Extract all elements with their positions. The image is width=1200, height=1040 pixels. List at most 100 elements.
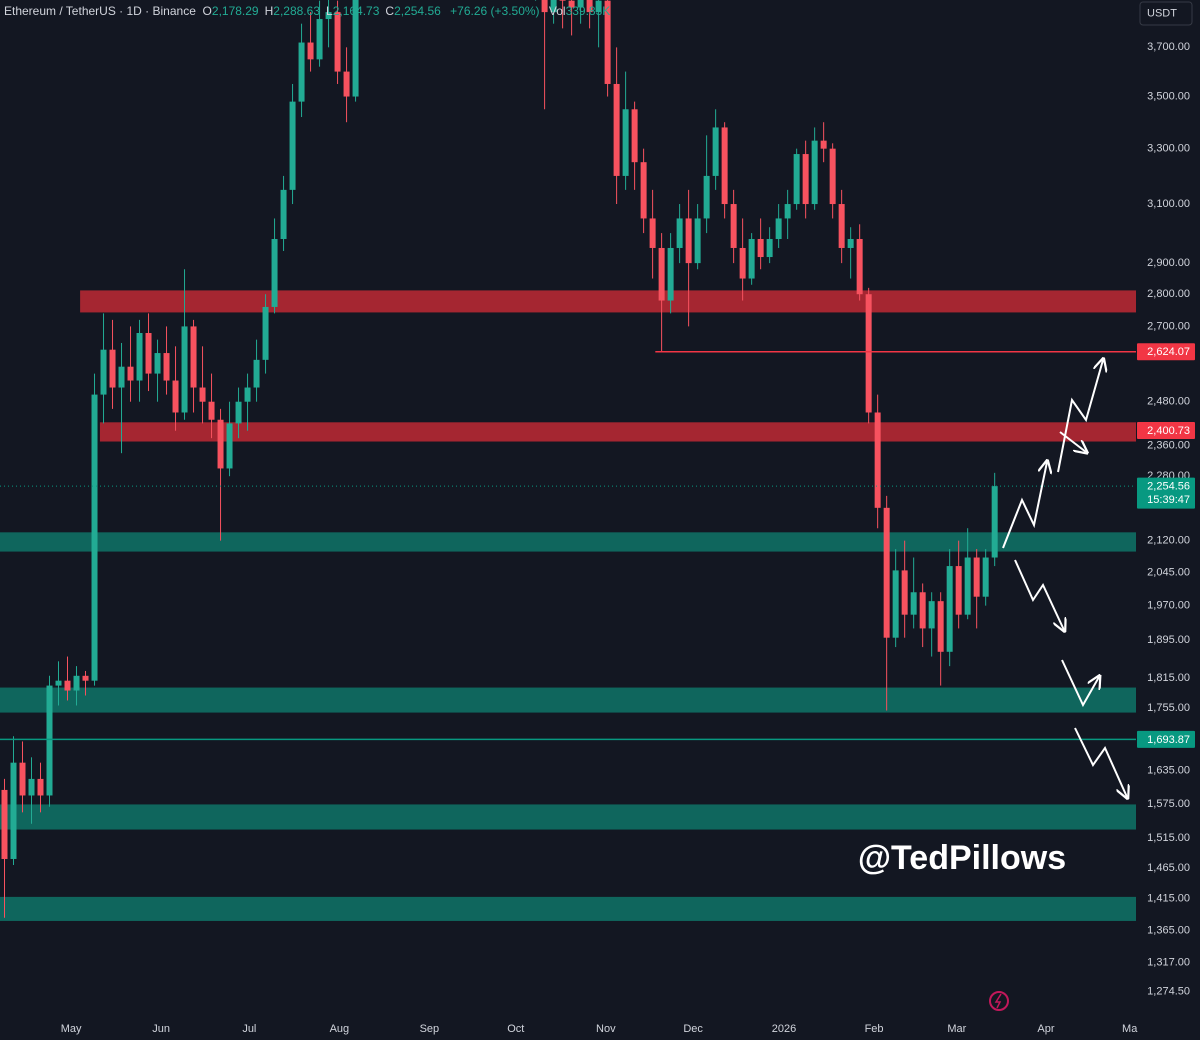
candle-body xyxy=(910,592,917,615)
field-key: L xyxy=(326,4,333,18)
arrow-up xyxy=(1059,431,1086,452)
y-tick-label: 1,515.00 xyxy=(1147,832,1190,844)
alert-icon-bolt xyxy=(994,993,1002,1009)
candle-body xyxy=(19,762,26,796)
candle-body xyxy=(640,162,647,219)
candle-body xyxy=(352,0,359,97)
candle-body xyxy=(676,218,683,248)
y-tick-label: 1,970.00 xyxy=(1147,600,1190,612)
x-tick-label: Aug xyxy=(330,1023,350,1035)
y-tick-label: 1,635.00 xyxy=(1147,765,1190,777)
x-axis: May Jun Jul Aug Sep Oct Nov Dec 2026 Feb Mar Apr Ma xyxy=(61,1023,1138,1035)
candle-body xyxy=(334,12,341,72)
candle-body xyxy=(118,366,125,388)
candle-body xyxy=(631,109,638,163)
candle-body xyxy=(694,218,701,264)
field-key: O xyxy=(202,4,212,18)
candle-body xyxy=(199,387,206,402)
y-tick-label: 3,500.00 xyxy=(1147,90,1190,102)
y-tick-label: 1,815.00 xyxy=(1147,672,1190,684)
plot-area xyxy=(0,0,1136,921)
candle-body xyxy=(784,204,791,219)
x-tick-label: Sep xyxy=(420,1023,440,1035)
candle-body xyxy=(955,566,962,615)
candle-body xyxy=(982,557,989,597)
field-value: 2,164.73 xyxy=(332,4,380,18)
candle-body xyxy=(568,0,575,8)
candle-body xyxy=(793,154,800,205)
candle-body xyxy=(37,778,44,796)
volume: 339.83K xyxy=(565,4,611,18)
candle-body xyxy=(730,204,737,248)
candle-body xyxy=(748,239,755,279)
candle-body xyxy=(712,127,719,176)
change: +76.26 (+3.50%) xyxy=(450,4,540,18)
y-tick-label: 2,360.00 xyxy=(1147,440,1190,452)
x-tick-label: Dec xyxy=(683,1023,703,1035)
candle-body xyxy=(703,175,710,219)
candle-body xyxy=(811,140,818,205)
candle-body xyxy=(172,380,179,413)
price-badge-label: 1,693.87 xyxy=(1147,734,1190,746)
candle-body xyxy=(838,204,845,248)
candle-body xyxy=(82,675,89,681)
time-axis xyxy=(0,1015,1136,1040)
candle-body xyxy=(802,154,809,205)
candle-body xyxy=(181,326,188,413)
candle-body xyxy=(208,401,215,420)
candle-body xyxy=(298,42,305,102)
candle-body xyxy=(901,570,908,615)
y-tick-label: 2,120.00 xyxy=(1147,535,1190,547)
candle-body xyxy=(136,333,143,381)
field-value: 2,288.63 xyxy=(273,4,320,18)
candle-body xyxy=(928,601,935,629)
arrow-down xyxy=(1074,727,1127,797)
y-tick-label: 1,575.00 xyxy=(1147,798,1190,810)
candle-body xyxy=(271,239,278,307)
candle-body xyxy=(226,423,233,469)
arrow-up xyxy=(1002,462,1047,549)
y-tick-label: 2,700.00 xyxy=(1147,320,1190,332)
x-tick-label: Feb xyxy=(865,1023,884,1035)
zone xyxy=(80,290,1136,313)
x-tick-label: May xyxy=(61,1023,82,1035)
arrow-down xyxy=(1061,659,1099,708)
candle-body xyxy=(847,239,854,248)
candle-body xyxy=(163,353,170,381)
candle-body xyxy=(829,148,836,205)
alert-icon[interactable] xyxy=(989,991,1009,1011)
currency-button[interactable] xyxy=(1139,1,1193,26)
candle-body xyxy=(757,239,764,258)
volume-key: Vol xyxy=(548,4,566,18)
price-badge xyxy=(1137,343,1195,361)
x-tick-label: Nov xyxy=(596,1023,616,1035)
candle-body xyxy=(109,349,116,388)
candle-body xyxy=(667,247,674,301)
price-badge-label: 2,400.73 xyxy=(1147,425,1190,437)
candle-body xyxy=(64,680,71,691)
field-key: H xyxy=(264,4,274,18)
candle-body xyxy=(190,326,197,388)
y-tick-label: 1,415.00 xyxy=(1147,893,1190,905)
candle-body xyxy=(658,247,665,301)
candle-body xyxy=(145,333,152,374)
candle-body xyxy=(739,247,746,279)
price-badge xyxy=(1137,477,1195,509)
y-tick-label: 1,365.00 xyxy=(1147,925,1190,937)
candle-body xyxy=(622,109,629,176)
candle-body xyxy=(325,12,332,20)
y-tick-label: 3,100.00 xyxy=(1147,198,1190,210)
drawings xyxy=(1002,360,1127,797)
field-value: 2,178.29 xyxy=(211,4,259,18)
candle-body xyxy=(127,366,134,381)
candle-body xyxy=(721,127,728,205)
candle-body xyxy=(577,0,584,8)
x-tick-label: 2026 xyxy=(772,1023,796,1035)
arrow-down xyxy=(1014,559,1064,630)
price-badge-label: 2,254.56 xyxy=(1147,481,1190,493)
legend-header: Ethereum / TetherUS · 1D · Binance O2,17… xyxy=(4,4,616,18)
candle-body xyxy=(289,101,296,190)
y-tick-label: 2,480.00 xyxy=(1147,396,1190,408)
